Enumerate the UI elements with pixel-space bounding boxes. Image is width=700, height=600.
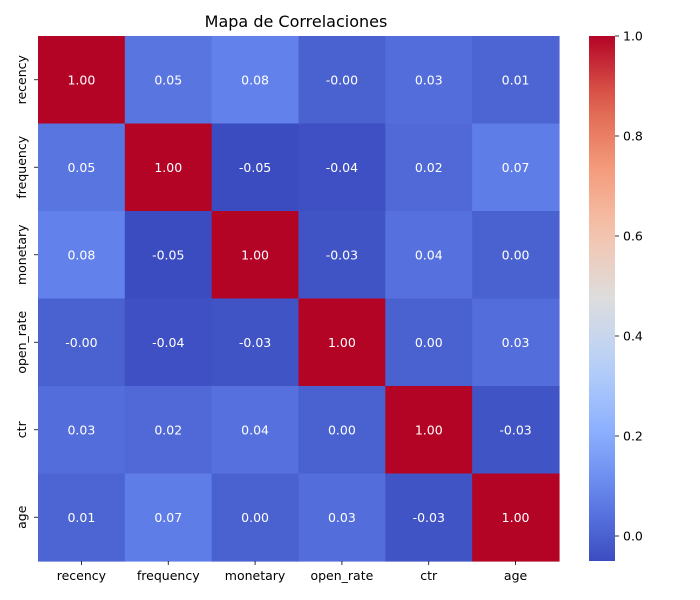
heatmap-cell [472,473,560,562]
heatmap-cell [38,386,126,475]
cell-value-label: 0.03 [502,335,530,350]
heatmap-cell [385,211,473,300]
colorbar-tick-label: 0.2 [623,429,643,444]
heatmap-cell [211,123,300,212]
cell-value-label: -0.03 [499,422,531,437]
colorbar-tick-label: 0.8 [623,129,643,144]
heatmap-cell [38,211,126,300]
heatmap-cells: 1.00 0.05 0.08 -0.00 0.03 0.01 0.05 1.00 -0.05 -0… [38,36,560,562]
heatmap-cell [38,298,126,387]
cell-value-label: -0.05 [152,247,184,262]
cell-value-label: 0.07 [154,510,182,525]
heatmap-cell [385,386,473,475]
heatmap-cell [211,36,300,125]
cell-value-label: 0.08 [67,247,95,262]
colorbar: 0.0 0.2 0.4 0.6 0.8 1.0 [589,29,643,561]
cell-value-label: -0.03 [239,335,271,350]
row-tick-label: ctr [14,420,29,438]
row-tick-label: frequency [14,135,29,198]
heatmap-cell [124,211,213,300]
heatmap-cell [472,36,560,125]
heatmap-cell [124,298,213,387]
cell-value-label: 0.00 [502,247,530,262]
cell-value-label: 0.00 [415,335,443,350]
cell-value-label: 1.00 [241,247,269,262]
cell-value-label: -0.00 [326,72,358,87]
cell-value-label: 1.00 [328,335,356,350]
heatmap-cell [472,298,560,387]
heatmap-cell [385,298,473,387]
cell-value-label: 1.00 [67,72,95,87]
heatmap-cell [211,298,300,387]
colorbar-tick-label: 1.0 [623,29,643,44]
heatmap-cell [298,473,386,562]
cell-value-label: 1.00 [502,510,530,525]
heatmap-cell [472,386,560,475]
heatmap-cell [124,36,213,125]
heatmap-cell [211,211,300,300]
colorbar-tick-label: 0.0 [623,529,643,544]
cell-value-label: 0.05 [154,72,182,87]
cell-value-label: 1.00 [415,422,443,437]
cell-value-label: 0.03 [415,72,443,87]
heatmap-cell [472,123,560,212]
cell-value-label: -0.03 [326,247,358,262]
cell-value-label: 0.04 [241,422,269,437]
column-tick-labels: recency frequency monetary open_rate ctr age [57,561,528,583]
heatmap-cell [385,123,473,212]
column-tick-label: recency [57,568,107,583]
cell-value-label: -0.00 [65,335,97,350]
heatmap-cell [38,123,126,212]
row-tick-label: age [14,505,29,529]
heatmap-cell [124,386,213,475]
colorbar-gradient [589,36,615,561]
heatmap-cell [124,473,213,562]
heatmap-cell [124,123,213,212]
cell-value-label: 0.00 [328,422,356,437]
column-tick-label: ctr [420,568,438,583]
column-tick-label: monetary [225,568,286,583]
cell-value-label: 0.02 [415,160,443,175]
cell-value-label: 0.03 [328,510,356,525]
heatmap-cell [38,36,126,125]
heatmap-cell [298,123,386,212]
heatmap-cell [385,473,473,562]
cell-value-label: 0.05 [67,160,95,175]
cell-value-label: 0.07 [502,160,530,175]
cell-value-label: 0.01 [67,510,95,525]
row-tick-label: monetary [14,224,29,285]
chart-title: Mapa de Correlaciones [205,12,388,31]
heatmap-cell [211,386,300,475]
heatmap-cell [298,211,386,300]
colorbar-tick-label: 0.4 [623,329,643,344]
cell-value-label: -0.05 [239,160,271,175]
row-tick-label: recency [14,54,29,104]
column-tick-label: age [504,568,528,583]
heatmap-cell [38,473,126,562]
colorbar-tick-label: 0.6 [623,229,643,244]
heatmap-cell [472,211,560,300]
cell-value-label: 0.00 [241,510,269,525]
heatmap-cell [298,298,386,387]
cell-value-label: -0.04 [326,160,358,175]
heatmap-cell [385,36,473,125]
cell-value-label: 0.02 [154,422,182,437]
column-tick-label: frequency [137,568,200,583]
cell-value-label: 0.01 [502,72,530,87]
cell-value-label: 0.04 [415,247,443,262]
heatmap-cell [211,473,300,562]
cell-value-label: 1.00 [154,160,182,175]
row-tick-label: open_rate [14,311,29,374]
cell-value-label: -0.04 [152,335,184,350]
heatmap-cell [298,36,386,125]
cell-value-label: 0.03 [67,422,95,437]
column-tick-label: open_rate [310,568,373,583]
heatmap-cell [298,386,386,475]
cell-value-label: -0.03 [413,510,445,525]
cell-value-label: 0.08 [241,72,269,87]
